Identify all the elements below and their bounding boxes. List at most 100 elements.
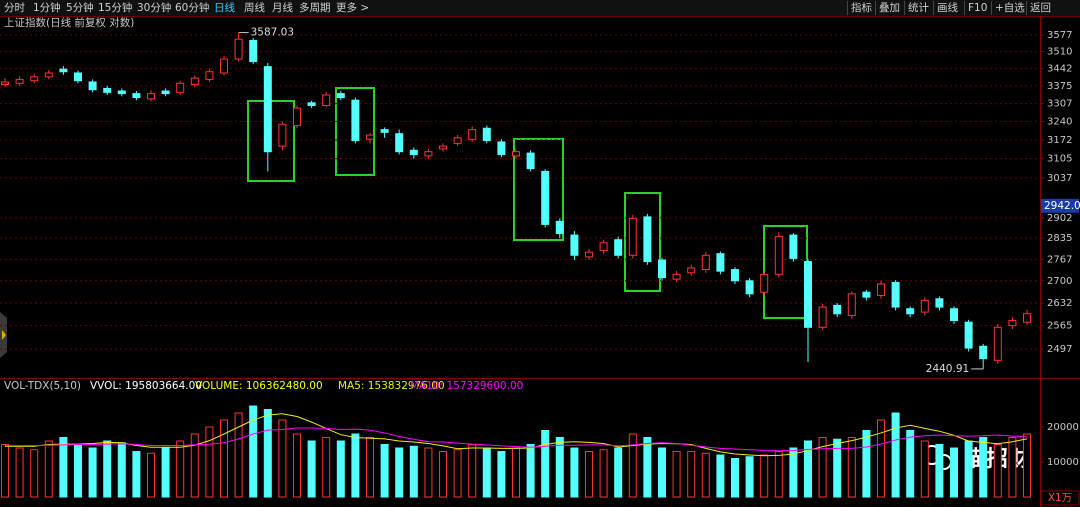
volume-bar xyxy=(833,438,842,498)
volume-bar xyxy=(512,447,520,498)
toolbar-button[interactable]: 统计 xyxy=(908,1,929,14)
volume-bar xyxy=(774,451,783,498)
annotation: 2440.91 xyxy=(926,363,969,375)
toolbar-item[interactable]: 更多 > xyxy=(336,1,369,14)
y-tick-label: 3307 xyxy=(1047,99,1072,110)
y-tick-label: 3172 xyxy=(1047,135,1072,146)
candle-body xyxy=(1008,320,1017,327)
candle-body xyxy=(307,102,316,106)
candle-body xyxy=(760,273,769,293)
volume-bar xyxy=(614,447,623,498)
y-tick-label: 3105 xyxy=(1047,154,1072,165)
volume-bar xyxy=(263,409,272,498)
volume-bar xyxy=(409,445,418,498)
toolbar-button[interactable]: 指标 xyxy=(851,1,872,14)
candle-body xyxy=(891,281,900,308)
volume-bar xyxy=(920,440,929,498)
toolbar-item[interactable]: 1分钟 xyxy=(33,1,61,14)
toolbar-button[interactable]: +自选 xyxy=(995,1,1025,14)
candle-body xyxy=(512,151,520,157)
volume-bar xyxy=(877,419,885,498)
current-price-label: 2942.0 xyxy=(1044,200,1080,212)
candle-body xyxy=(424,151,433,157)
candle-body xyxy=(220,58,228,74)
candle-body xyxy=(585,251,593,258)
candle-body xyxy=(482,127,491,142)
candle-body xyxy=(132,93,141,99)
candle-body xyxy=(30,76,39,82)
volume-bar xyxy=(117,442,126,498)
legend-entry: MA5: 153832976.00 xyxy=(338,380,445,392)
candle-body xyxy=(541,170,550,225)
volume-bar xyxy=(132,451,141,498)
candle-body xyxy=(147,93,155,100)
toolbar-item[interactable]: 分时 xyxy=(4,2,25,14)
volume-bar xyxy=(88,447,97,498)
toolbar-item[interactable]: 30分钟 xyxy=(137,1,171,14)
candle-body xyxy=(804,261,812,328)
toolbar-button[interactable]: 叠加 xyxy=(879,2,900,14)
volume-bar xyxy=(570,447,579,498)
y-tick-label: 3510 xyxy=(1047,47,1072,58)
candle-body xyxy=(205,71,214,80)
toolbar-item[interactable]: 日线 xyxy=(214,1,235,14)
candle-body xyxy=(555,220,564,235)
candle-body xyxy=(599,242,608,252)
toolbar-item[interactable]: 60分钟 xyxy=(175,1,209,14)
volume-bar xyxy=(482,447,491,498)
candle-body xyxy=(570,234,579,256)
volume-bar xyxy=(628,433,637,498)
y-tick-label: 2497 xyxy=(1047,344,1072,355)
volume-bar xyxy=(818,437,827,498)
volume-bar xyxy=(307,440,316,498)
toolbar-item[interactable]: 5分钟 xyxy=(66,1,94,14)
volume-bar xyxy=(672,451,681,498)
volume-bar xyxy=(716,454,725,498)
toolbar-item[interactable]: 月线 xyxy=(272,1,293,14)
volume-bar xyxy=(220,419,228,498)
volume-bar xyxy=(15,447,24,498)
candle-body xyxy=(88,81,97,91)
volume-title: VOL-TDX(5,10) xyxy=(4,380,81,392)
ma-line xyxy=(5,413,1028,457)
candle-body xyxy=(249,39,258,63)
toolbar-item[interactable]: 多周期 xyxy=(299,1,331,14)
candle-body xyxy=(614,239,623,256)
y-tick-label: 2565 xyxy=(1047,321,1072,332)
volume-bar xyxy=(804,440,812,498)
volume-bar xyxy=(1008,437,1017,498)
volume-bar xyxy=(585,451,593,498)
toolbar-button[interactable]: 返回 xyxy=(1030,2,1051,14)
candle-body xyxy=(672,273,681,280)
chart-title: 上证指数(日线 前复权 对数) xyxy=(4,16,134,29)
volume-bar xyxy=(950,447,958,498)
toolbar-item[interactable]: 周线 xyxy=(244,1,265,14)
candle-body xyxy=(789,234,798,259)
candle-body xyxy=(818,306,827,328)
volume-bar xyxy=(234,412,243,498)
volume-bar xyxy=(643,437,652,498)
volume-bar xyxy=(745,456,754,498)
candle-body xyxy=(176,82,185,93)
toolbar-item[interactable]: 15分钟 xyxy=(98,1,132,14)
candle-body xyxy=(468,129,477,140)
volume-bar xyxy=(366,437,374,498)
volume-bar xyxy=(395,447,404,498)
volume-bar xyxy=(1023,433,1031,498)
y-tick-label: 2835 xyxy=(1047,233,1072,244)
volume-bar xyxy=(161,447,170,498)
y-tick-label: 3037 xyxy=(1047,173,1072,184)
candle-body xyxy=(380,129,389,133)
volume-bar xyxy=(424,447,433,498)
candle-body xyxy=(877,283,885,296)
toolbar-button[interactable]: F10 xyxy=(968,2,987,14)
toolbar-button[interactable]: 画线 xyxy=(937,1,958,14)
candle-body xyxy=(687,267,696,274)
candle-body xyxy=(920,299,929,313)
candle-body xyxy=(979,345,988,360)
volume-bar xyxy=(249,405,258,498)
candle-body xyxy=(263,66,272,153)
y-tick-label: 3442 xyxy=(1047,64,1072,75)
